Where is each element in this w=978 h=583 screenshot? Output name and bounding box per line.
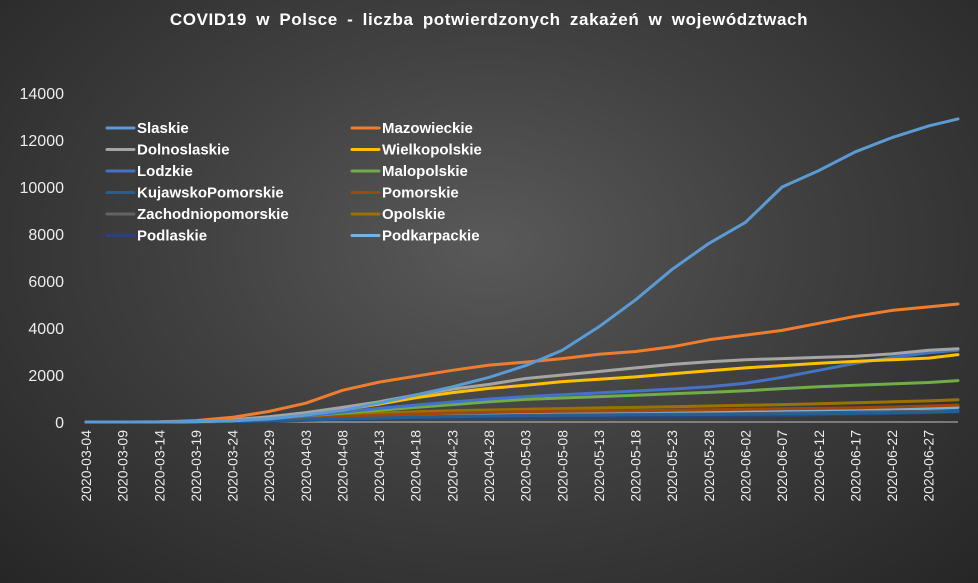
x-tick-label: 2020-06-12	[811, 430, 827, 502]
series-layer	[84, 117, 960, 424]
x-tick-label: 2020-04-18	[408, 430, 424, 502]
legend-label-podlaskie: Podlaskie	[137, 228, 207, 245]
x-tick-label: 2020-05-28	[701, 430, 717, 502]
legend-label-podkarpackie: Podkarpackie	[382, 228, 480, 245]
x-tick-label: 2020-05-13	[591, 430, 607, 502]
x-tick-label: 2020-03-09	[115, 430, 131, 502]
y-tick-label: 2000	[28, 368, 64, 385]
y-tick-label: 8000	[28, 227, 64, 244]
legend-label-slaskie: Slaskie	[137, 120, 189, 137]
chart-title: COVID19 w Polsce - liczba potwierdzonych…	[169, 10, 809, 29]
x-tick-label: 2020-03-19	[188, 430, 204, 502]
x-tick-label: 2020-06-22	[884, 430, 900, 502]
series-line-mazowieckie	[84, 302, 960, 424]
x-tick-label: 2020-04-28	[481, 430, 497, 502]
legend-label-wielkopolskie: Wielkopolskie	[382, 142, 482, 159]
x-tick-label: 2020-03-24	[225, 430, 241, 502]
x-tick-label: 2020-05-08	[554, 430, 570, 502]
legend-label-malopolskie: Malopolskie	[382, 163, 468, 180]
y-tick-label: 6000	[28, 274, 64, 291]
x-tick-label: 2020-06-27	[921, 430, 937, 502]
x-tick-label: 2020-06-17	[847, 430, 863, 502]
x-tick-label: 2020-03-29	[261, 430, 277, 502]
y-tick-label: 0	[55, 415, 64, 432]
legend-label-lodzkie: Lodzkie	[137, 163, 193, 180]
legend-label-zachodniopomorskie: Zachodniopomorskie	[137, 206, 289, 223]
x-tick-label: 2020-03-14	[151, 430, 167, 502]
x-tick-label: 2020-05-18	[628, 430, 644, 502]
x-tick-label: 2020-06-02	[737, 430, 753, 502]
x-tick-label: 2020-03-04	[78, 430, 94, 502]
legend-label-dolnoslaskie: Dolnoslaskie	[137, 142, 230, 159]
x-tick-label: 2020-05-03	[518, 430, 534, 502]
x-tick-label: 2020-04-23	[444, 430, 460, 502]
x-tick-label: 2020-04-13	[371, 430, 387, 502]
tick-label-layer: 0 2000 4000 6000 8000 10000 12000 14000 2020-03-…	[20, 86, 937, 502]
y-tick-label: 10000	[20, 180, 65, 197]
y-tick-label: 4000	[28, 321, 64, 338]
x-tick-label: 2020-04-08	[334, 430, 350, 502]
x-tick-label: 2020-05-23	[664, 430, 680, 502]
series-line-slaskie	[84, 117, 960, 424]
y-tick-label: 12000	[20, 133, 65, 150]
legend-label-kujawskopomorskie: KujawskoPomorskie	[137, 185, 284, 202]
legend-label-mazowieckie: Mazowieckie	[382, 120, 473, 137]
y-tick-label: 14000	[20, 86, 65, 103]
legend-label-opolskie: Opolskie	[382, 206, 445, 223]
x-tick-label: 2020-06-07	[774, 430, 790, 502]
legend-label-pomorskie: Pomorskie	[382, 185, 459, 202]
legend: Slaskie Mazowieckie Dolnoslaskie Wielkopols…	[105, 120, 482, 245]
x-tick-label: 2020-04-03	[298, 430, 314, 502]
